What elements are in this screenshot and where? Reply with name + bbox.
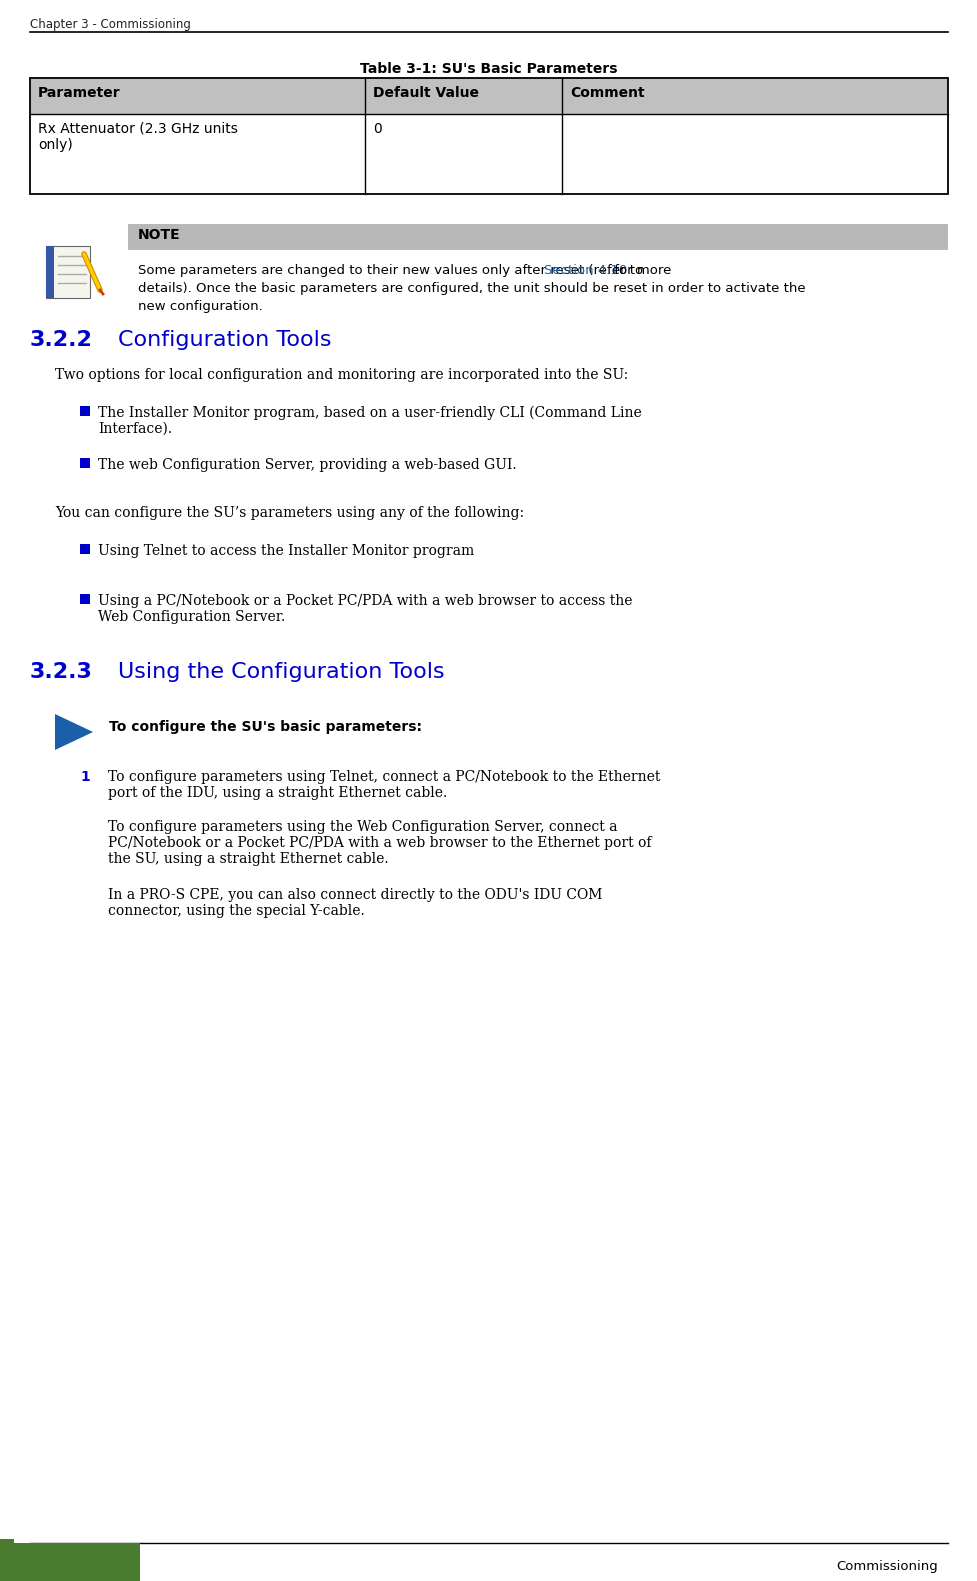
- Bar: [46, 247, 54, 297]
- Text: Using the Configuration Tools: Using the Configuration Tools: [118, 662, 445, 681]
- Text: Default Value: Default Value: [372, 85, 479, 100]
- Text: NOTE: NOTE: [138, 228, 181, 242]
- Text: Using Telnet to access the Installer Monitor program: Using Telnet to access the Installer Mon…: [98, 544, 474, 558]
- Text: PC/Notebook or a Pocket PC/PDA with a web browser to the Ethernet port of: PC/Notebook or a Pocket PC/PDA with a we…: [107, 836, 651, 851]
- Text: Rx Attenuator (2.3 GHz units
only): Rx Attenuator (2.3 GHz units only): [38, 122, 237, 152]
- Text: Some parameters are changed to their new values only after reset (refer to: Some parameters are changed to their new…: [138, 264, 647, 277]
- Text: 3.2.2: 3.2.2: [30, 330, 93, 349]
- Polygon shape: [55, 715, 93, 749]
- Bar: [0, 1538, 14, 1581]
- Bar: [0, 1543, 140, 1581]
- Bar: [30, 77, 947, 114]
- Bar: [80, 406, 90, 416]
- Bar: [80, 544, 90, 553]
- Text: Comment: Comment: [570, 85, 644, 100]
- Text: Using a PC/Notebook or a Pocket PC/PDA with a web browser to access the: Using a PC/Notebook or a Pocket PC/PDA w…: [98, 594, 632, 609]
- Text: Table 3-1: SU's Basic Parameters: Table 3-1: SU's Basic Parameters: [360, 62, 617, 76]
- Text: connector, using the special Y-cable.: connector, using the special Y-cable.: [107, 904, 364, 919]
- Text: 0: 0: [372, 122, 381, 136]
- Text: 3.2.3: 3.2.3: [30, 662, 93, 681]
- Bar: [128, 225, 947, 250]
- Bar: [80, 594, 90, 604]
- Text: details). Once the basic parameters are configured, the unit should be reset in : details). Once the basic parameters are …: [138, 281, 805, 296]
- Text: new configuration.: new configuration.: [138, 300, 263, 313]
- Text: 60: 60: [50, 1560, 66, 1573]
- Text: To configure parameters using the Web Configuration Server, connect a: To configure parameters using the Web Co…: [107, 821, 616, 835]
- Text: port of the IDU, using a straight Ethernet cable.: port of the IDU, using a straight Ethern…: [107, 786, 446, 800]
- Bar: [30, 77, 947, 194]
- Bar: [80, 458, 90, 468]
- Text: Web Configuration Server.: Web Configuration Server.: [98, 610, 285, 624]
- Text: Interface).: Interface).: [98, 422, 172, 436]
- Text: To configure the SU's basic parameters:: To configure the SU's basic parameters:: [108, 719, 421, 734]
- Text: 1: 1: [80, 770, 90, 784]
- Text: the SU, using a straight Ethernet cable.: the SU, using a straight Ethernet cable.: [107, 852, 388, 866]
- Text: In a PRO-S CPE, you can also connect directly to the ODU's IDU COM: In a PRO-S CPE, you can also connect dir…: [107, 889, 602, 903]
- Bar: [46, 247, 90, 297]
- Text: Chapter 3 - Commissioning: Chapter 3 - Commissioning: [30, 17, 191, 32]
- Text: Parameter: Parameter: [38, 85, 120, 100]
- Text: Configuration Tools: Configuration Tools: [118, 330, 331, 349]
- Text: To configure parameters using Telnet, connect a PC/Notebook to the Ethernet: To configure parameters using Telnet, co…: [107, 770, 659, 784]
- Text: Two options for local configuration and monitoring are incorporated into the SU:: Two options for local configuration and …: [55, 368, 627, 383]
- Text: Section 4.10: Section 4.10: [544, 264, 627, 277]
- Text: Commissioning: Commissioning: [835, 1560, 937, 1573]
- Text: The Installer Monitor program, based on a user-friendly CLI (Command Line: The Installer Monitor program, based on …: [98, 406, 641, 421]
- Text: You can configure the SU’s parameters using any of the following:: You can configure the SU’s parameters us…: [55, 506, 524, 520]
- Text: The web Configuration Server, providing a web-based GUI.: The web Configuration Server, providing …: [98, 458, 516, 473]
- Text: for more: for more: [609, 264, 670, 277]
